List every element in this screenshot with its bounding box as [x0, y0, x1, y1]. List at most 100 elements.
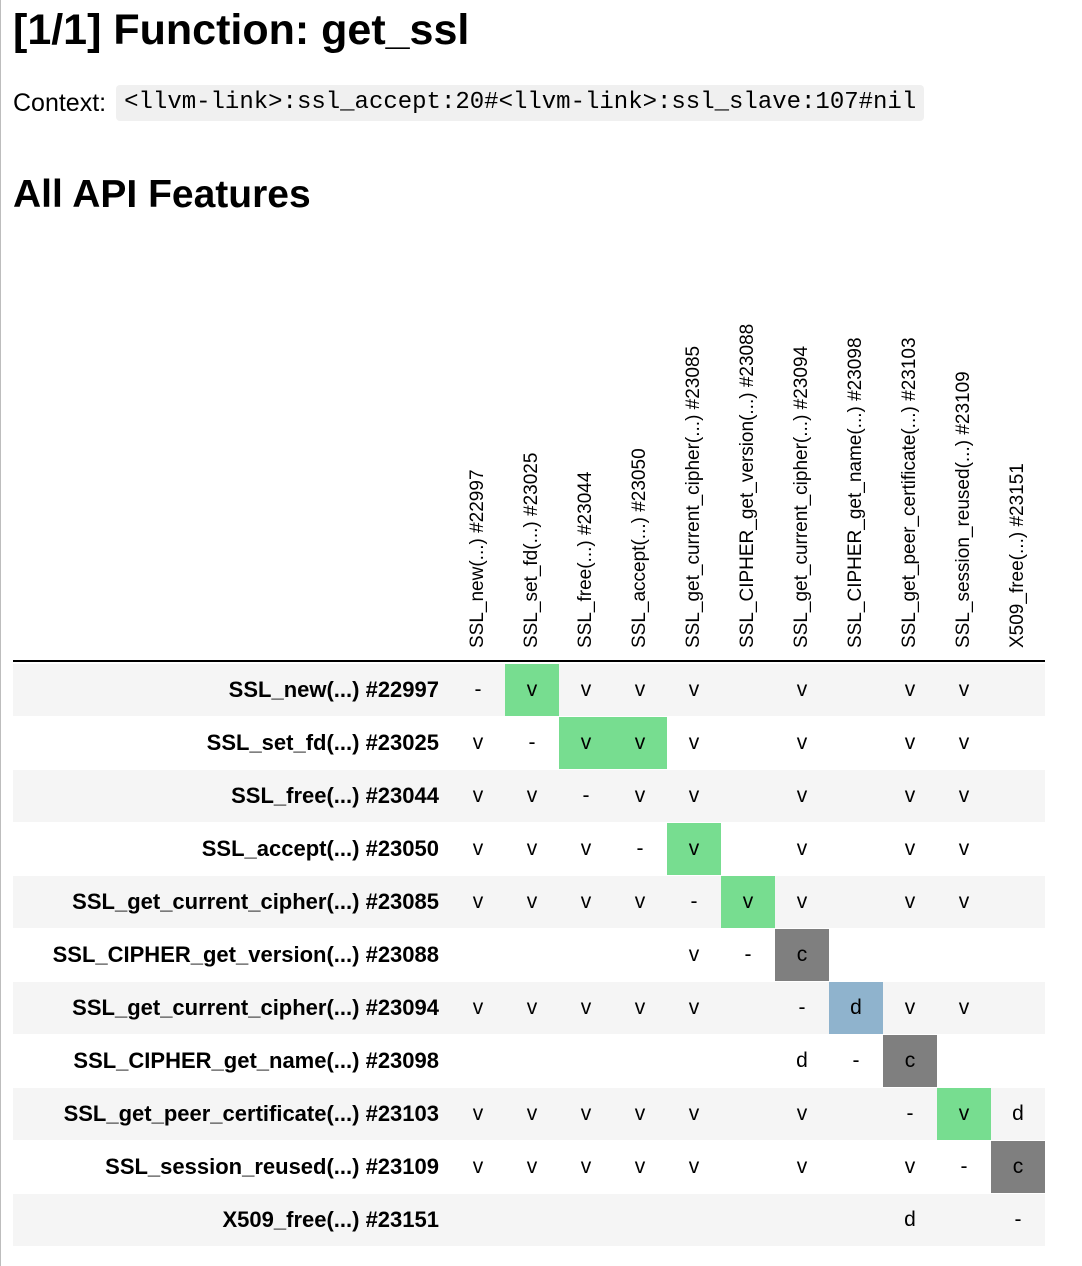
matrix-cell: c — [991, 1141, 1045, 1193]
matrix-cell: v — [904, 731, 916, 754]
matrix-cell: v — [904, 890, 916, 913]
matrix-cell: v — [634, 1155, 646, 1178]
row-label: SSL_get_current_cipher(...) #23094 — [72, 995, 439, 1020]
matrix-cell: v — [580, 996, 592, 1019]
matrix-cell — [721, 823, 775, 875]
matrix-cell: v — [559, 717, 613, 769]
matrix-cell: v — [526, 784, 538, 807]
matrix-cell — [991, 1035, 1045, 1087]
matrix-cell: v — [526, 837, 538, 860]
matrix-cell: v — [526, 890, 538, 913]
matrix-cell: v — [958, 837, 970, 860]
matrix-cell: - — [636, 837, 644, 860]
matrix-cell — [721, 1194, 775, 1246]
matrix-cell: d — [829, 982, 883, 1034]
matrix-cell — [559, 1035, 613, 1087]
matrix-cell: v — [688, 731, 700, 754]
matrix-cell: d — [796, 1049, 808, 1072]
matrix-cell — [829, 823, 883, 875]
left-border — [0, 0, 1, 1266]
matrix-cell: v — [526, 996, 538, 1019]
column-header-label: SSL_session_reused(...) #23109 — [953, 371, 974, 648]
matrix-cell — [991, 770, 1045, 822]
table-row: SSL_get_current_cipher(...) #23085 v v v v - v… — [13, 876, 1045, 928]
header-divider — [13, 660, 1045, 662]
matrix-cell: d — [1012, 1102, 1024, 1125]
matrix-cell — [721, 1035, 775, 1087]
matrix-cell: v — [688, 678, 700, 701]
context-label: Context: — [13, 88, 107, 117]
matrix-cell — [829, 664, 883, 716]
matrix-cell: v — [688, 1102, 700, 1125]
matrix-cell: v — [580, 837, 592, 860]
row-label: SSL_get_peer_certificate(...) #23103 — [63, 1101, 439, 1126]
matrix-cell: v — [634, 1102, 646, 1125]
matrix-cell — [451, 929, 505, 981]
matrix-cell: v — [634, 784, 646, 807]
matrix-cell: v — [634, 996, 646, 1019]
matrix-cell — [775, 1194, 829, 1246]
matrix-cell: - — [798, 996, 806, 1019]
matrix-cell: v — [472, 996, 484, 1019]
row-label: SSL_free(...) #23044 — [231, 783, 439, 808]
matrix-cell — [991, 982, 1045, 1034]
matrix-cell — [991, 717, 1045, 769]
column-header-label: SSL_get_current_cipher(...) #23094 — [791, 345, 812, 648]
matrix-cell: v — [613, 717, 667, 769]
matrix-cell: v — [634, 890, 646, 913]
matrix-cell — [505, 929, 559, 981]
matrix-cell: v — [721, 876, 775, 928]
row-label: X509_free(...) #23151 — [222, 1207, 440, 1232]
matrix-cell: v — [688, 996, 700, 1019]
matrix-cell — [559, 929, 613, 981]
matrix-cell: v — [904, 1155, 916, 1178]
matrix-cell — [937, 929, 991, 981]
matrix-cell: v — [472, 1102, 484, 1125]
matrix-cell: - — [960, 1155, 968, 1178]
matrix-cell — [883, 929, 937, 981]
matrix-cell — [829, 876, 883, 928]
column-header-label: SSL_CIPHER_get_version(...) #23088 — [737, 323, 758, 648]
matrix-cell: c — [883, 1035, 937, 1087]
matrix-cell — [829, 929, 883, 981]
matrix-cell — [829, 770, 883, 822]
matrix-cell: v — [796, 837, 808, 860]
matrix-cell — [451, 1035, 505, 1087]
matrix-cell: v — [904, 837, 916, 860]
table-row: SSL_free(...) #23044 v v - v v v v v — [13, 770, 1045, 822]
matrix-cell — [721, 1088, 775, 1140]
matrix-cell: v — [796, 731, 808, 754]
matrix-cell — [559, 1194, 613, 1246]
matrix-cell: - — [582, 784, 590, 807]
matrix-cell — [721, 664, 775, 716]
matrix-cell: v — [937, 1088, 991, 1140]
matrix-cell: v — [526, 1102, 538, 1125]
matrix-cell: v — [472, 1155, 484, 1178]
matrix-cell: v — [904, 996, 916, 1019]
matrix-cell: v — [505, 664, 559, 716]
matrix-cell: v — [526, 1155, 538, 1178]
column-header-label: SSL_CIPHER_get_name(...) #23098 — [845, 337, 866, 648]
matrix-cell — [451, 1194, 505, 1246]
matrix-cell — [505, 1035, 559, 1087]
table-row: SSL_CIPHER_get_name(...) #23098 d - c — [13, 1035, 1045, 1087]
matrix-cell — [721, 1141, 775, 1193]
matrix-cell: v — [634, 678, 646, 701]
matrix-cell — [991, 929, 1045, 981]
matrix-cell — [667, 1194, 721, 1246]
matrix-cell: v — [958, 731, 970, 754]
matrix-cell: v — [688, 943, 700, 966]
table-row: SSL_new(...) #22997- v v v v v v v — [13, 664, 1045, 716]
table-row: SSL_CIPHER_get_version(...) #23088 v - c — [13, 929, 1045, 981]
matrix-cell: v — [472, 890, 484, 913]
table-row: SSL_get_peer_certificate(...) #23103 v v v v… — [13, 1088, 1045, 1140]
matrix-cell: v — [958, 678, 970, 701]
matrix-cell: d — [904, 1208, 916, 1231]
matrix-cell: - — [744, 943, 752, 966]
matrix-cell: v — [958, 784, 970, 807]
matrix-cell — [937, 1194, 991, 1246]
matrix-cell: v — [796, 1102, 808, 1125]
matrix-cell: v — [796, 784, 808, 807]
matrix-cell: v — [796, 1155, 808, 1178]
matrix-cell: - — [852, 1049, 860, 1072]
